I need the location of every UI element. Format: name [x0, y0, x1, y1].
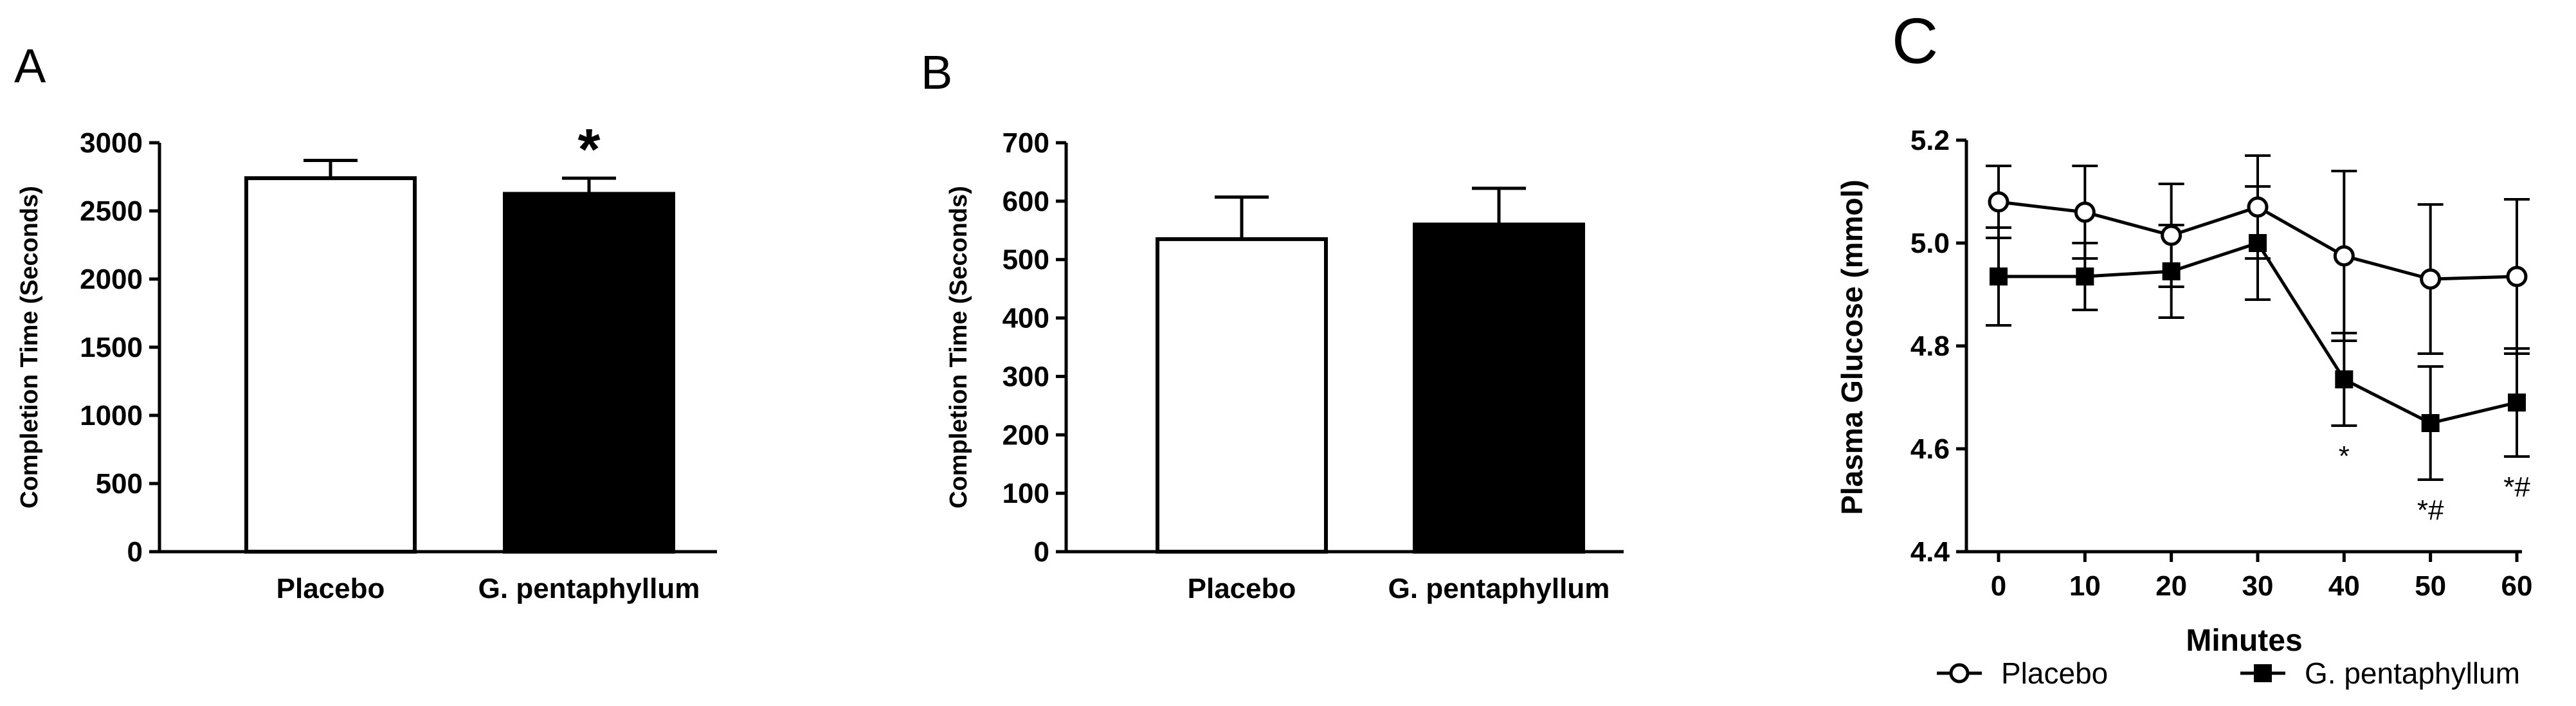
panel-c-placebo-point	[2074, 201, 2096, 223]
panel-c-gp-point	[2162, 262, 2181, 280]
panel-a-y-tick-label: 2000	[80, 264, 143, 295]
panel-a-letter: A	[14, 39, 46, 93]
panel-c-gp-point	[2335, 370, 2354, 388]
panel-c-significance-label: *#	[2417, 494, 2444, 526]
panel-a-y-axis-label: Completion Time (Seconds)	[16, 186, 43, 509]
panel-c-gp-point	[2421, 414, 2440, 432]
panel-a: A Completion Time (Seconds) 0 500 1000 1500…	[14, 39, 717, 604]
panel-c-placebo-point	[2247, 196, 2269, 218]
panel-c-y-axis-label: Plasma Glucose (mmol)	[1835, 179, 1869, 515]
panel-b: B Completion Time (Seconds) 0 100 200 300 40…	[921, 46, 1624, 604]
panel-b-y-tick-label: 100	[1002, 478, 1049, 509]
panel-a-category-label: Placebo	[277, 573, 385, 604]
legend-placebo-marker	[1949, 663, 1970, 683]
panel-a-significance-label: *	[577, 118, 600, 182]
legend-gp-label: G. pentaphyllum	[2305, 656, 2520, 690]
panel-c-gp-point	[2076, 267, 2094, 285]
panel-c-x-tick-label: 20	[2155, 570, 2187, 602]
panel-b-y-axis-label: Completion Time (Seconds)	[945, 186, 972, 509]
panel-c-y-tick-label: 5.2	[1910, 125, 1950, 156]
panel-c-x-tick-label: 60	[2501, 570, 2533, 602]
panel-b-y-tick-label: 0	[1034, 536, 1049, 568]
panel-b-y-tick-label: 300	[1002, 361, 1049, 392]
panel-b-bar	[1413, 222, 1585, 554]
panel-c-x-tick-label: 10	[2069, 570, 2101, 602]
panel-c-y-tick-label: 4.4	[1910, 536, 1950, 568]
panel-c-x-tick-label: 40	[2328, 570, 2360, 602]
panel-c-x-tick-label: 50	[2415, 570, 2446, 602]
panel-a-y-tick-label: 1500	[80, 332, 143, 363]
panel-b-y-tick-label: 400	[1002, 303, 1049, 334]
panel-c-gp-point	[2249, 234, 2267, 252]
panel-c: C Plasma Glucose (mmol) Minutes Placebo …	[1835, 5, 2532, 690]
panel-a-bar	[244, 176, 417, 554]
panel-c-x-tick-label: 30	[2242, 570, 2274, 602]
panel-c-x-axis-label: Minutes	[2186, 624, 2302, 658]
panel-c-y-tick-label: 4.8	[1910, 330, 1950, 362]
panel-c-letter: C	[1892, 5, 1938, 77]
legend-gp-marker	[2254, 664, 2272, 682]
panel-a-y-tick-label: 2500	[80, 195, 143, 227]
panel-c-placebo-point	[2506, 266, 2528, 287]
panel-c-significance-label: *	[2339, 440, 2350, 472]
panel-b-y-tick-label: 600	[1002, 186, 1049, 217]
panel-c-x-tick-label: 0	[1991, 570, 2006, 602]
panel-b-category-label: G. pentaphyllum	[1388, 573, 1610, 604]
panel-b-y-tick-label: 500	[1002, 244, 1049, 276]
panel-c-gp-point	[2508, 394, 2526, 412]
panel-b-bar	[1156, 237, 1328, 554]
panel-a-y-tick-label: 1000	[80, 400, 143, 431]
panel-a-y-tick-label: 0	[127, 536, 143, 568]
panel-b-y-tick-label: 700	[1002, 127, 1049, 159]
panel-b-category-label: Placebo	[1188, 573, 1296, 604]
panel-c-significance-label: *#	[2503, 471, 2530, 503]
panel-a-category-label: G. pentaphyllum	[478, 573, 700, 604]
panel-c-placebo-point	[2161, 224, 2182, 246]
legend-placebo-label: Placebo	[2001, 656, 2108, 690]
panel-b-letter: B	[921, 46, 952, 99]
panel-c-gp-point	[1990, 267, 2008, 285]
panel-a-y-tick-label: 3000	[80, 127, 143, 159]
panel-c-placebo-point	[2333, 245, 2355, 267]
panel-c-placebo-point	[1988, 191, 2009, 213]
panel-c-placebo-point	[2420, 268, 2442, 290]
panel-c-y-tick-label: 4.6	[1910, 433, 1950, 465]
panel-a-y-tick-label: 500	[96, 468, 143, 500]
panel-b-y-tick-label: 200	[1002, 419, 1049, 451]
panel-c-legend: Placebo G. pentaphyllum	[1937, 656, 2520, 690]
panel-c-y-tick-label: 5.0	[1910, 228, 1950, 259]
panel-a-bar	[503, 192, 675, 554]
